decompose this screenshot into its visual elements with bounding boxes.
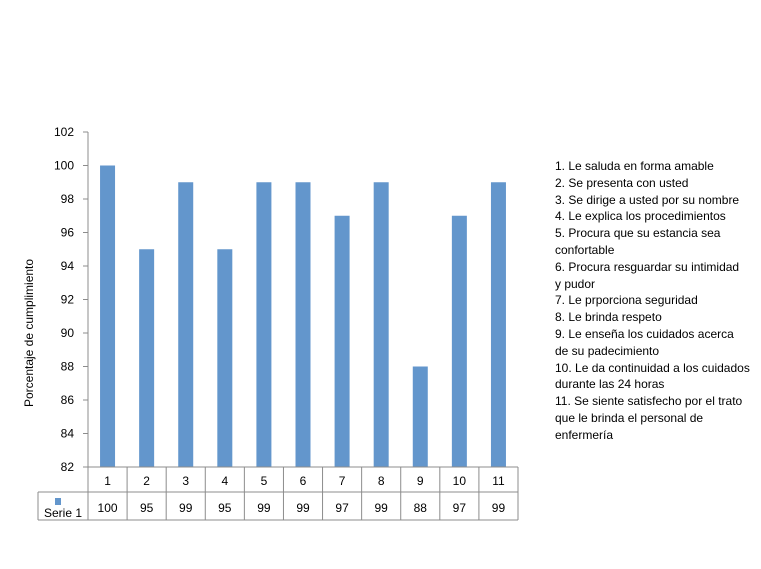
category-label: 5	[261, 474, 268, 488]
category-label: 8	[378, 474, 385, 488]
data-value-label: 99	[257, 501, 271, 515]
y-axis: 82 84 86 88 90 92 94 96 98 100 102	[54, 125, 89, 474]
category-label: 2	[143, 474, 150, 488]
category-notes: 1. Le saluda en forma amable 2. Se presen…	[555, 158, 759, 444]
category-note: 1. Le saluda en forma amable	[555, 159, 714, 173]
data-value-label: 88	[414, 501, 428, 515]
legend-series-name: Serie 1	[44, 506, 82, 520]
bar	[139, 249, 155, 467]
bar-series	[100, 165, 506, 467]
category-note: y pudor	[555, 276, 596, 291]
bar	[100, 165, 116, 467]
bar	[295, 182, 311, 467]
y-tick-label: 86	[61, 393, 75, 407]
category-note: 2. Se presenta con usted	[555, 175, 689, 190]
category-label: 7	[339, 474, 346, 488]
y-tick-label: 98	[61, 192, 75, 206]
category-label: 3	[182, 474, 189, 488]
y-tick-label: 82	[61, 460, 75, 474]
data-value-label: 97	[335, 501, 349, 515]
category-label: 1	[104, 474, 111, 488]
data-value-label: 100	[98, 501, 118, 515]
category-label: 6	[300, 474, 307, 488]
category-note: 8. Le brinda respeto	[555, 310, 662, 325]
bar	[373, 182, 389, 467]
category-label: 11	[492, 474, 505, 488]
category-note: 11. Se siente satisfecho por el trato	[555, 394, 743, 409]
category-note: 4. Le explica los procedimientos	[555, 209, 726, 224]
category-note: 10. Le da continuidad a los cuidados	[555, 360, 750, 375]
y-tick-label: 92	[61, 293, 75, 307]
data-table: 110029539949559969979789998810971199Seri…	[37, 466, 519, 521]
bar	[451, 215, 467, 467]
y-tick-label: 84	[61, 427, 75, 441]
y-tick-label: 88	[61, 360, 75, 374]
category-note: enfermería	[555, 427, 614, 442]
category-note: 7. Le prporciona seguridad	[555, 293, 698, 308]
y-axis-title: Porcentaje de cumplimiento	[22, 259, 36, 407]
bar	[178, 182, 194, 467]
data-value-label: 99	[492, 501, 506, 515]
category-note: durante las 24 horas	[555, 377, 665, 392]
category-note: 9. Le enseña los cuidados acerca	[555, 326, 734, 341]
y-tick-label: 96	[61, 226, 75, 240]
data-value-label: 97	[453, 501, 467, 515]
data-value-label: 99	[296, 501, 310, 515]
y-tick-label: 102	[54, 125, 74, 139]
category-label: 4	[221, 474, 228, 488]
category-note: 3. Se dirige a usted por su nombre	[555, 192, 740, 207]
category-note: que le brinda el personal de	[555, 410, 704, 425]
bar	[490, 182, 506, 467]
data-value-label: 95	[140, 501, 154, 515]
y-tick-label: 100	[54, 159, 74, 173]
category-note: 5. Procura que su estancia sea	[555, 226, 721, 241]
legend-swatch	[55, 498, 61, 505]
category-note: de su padecimiento	[555, 343, 660, 358]
bar	[217, 249, 233, 467]
data-value-label: 95	[218, 501, 232, 515]
category-note: 6. Procura resguardar su intimidad	[555, 259, 740, 274]
y-tick-label: 90	[61, 326, 75, 340]
bar	[256, 182, 272, 467]
data-value-label: 99	[375, 501, 389, 515]
bar	[412, 366, 428, 467]
category-label: 9	[417, 474, 424, 488]
bar	[334, 215, 350, 467]
data-value-label: 99	[179, 501, 193, 515]
category-label: 10	[453, 474, 467, 488]
category-note: confortable	[555, 242, 615, 257]
y-tick-label: 94	[61, 259, 75, 273]
